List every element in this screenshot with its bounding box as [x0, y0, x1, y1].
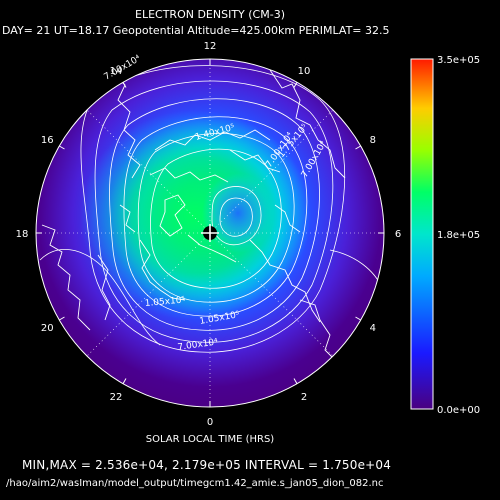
- local-time-tick-4: [355, 316, 361, 321]
- local-time-label-22: 22: [110, 392, 123, 403]
- pole-marker: [201, 224, 219, 242]
- local-time-tick-22: [122, 378, 127, 384]
- colorbar: [410, 58, 434, 410]
- colorbar-tick-label: 3.5e+05: [437, 55, 480, 66]
- chart-title: ELECTRON DENSITY (CM-3): [135, 8, 285, 21]
- local-time-tick-2: [293, 378, 298, 384]
- local-time-label-10: 10: [298, 66, 311, 77]
- local-time-label-8: 8: [370, 135, 376, 146]
- local-time-label-0: 0: [207, 417, 213, 428]
- high-density-region: [80, 110, 310, 320]
- local-time-label-4: 4: [370, 323, 376, 334]
- colorbar-tick-label: 1.8e+05: [437, 230, 480, 241]
- colorbar-tick-label: 0.0e+00: [437, 405, 480, 416]
- colorbar-labels: 3.5e+05 1.8e+05 0.0e+00: [437, 55, 480, 416]
- local-time-label-14: 14: [110, 66, 123, 77]
- local-time-tick-20: [59, 316, 65, 321]
- meridian-lines: [36, 59, 384, 407]
- local-time-label-20: 20: [41, 323, 54, 334]
- min-max-interval-text: MIN,MAX = 2.536e+04, 2.179e+05 INTERVAL …: [22, 458, 392, 472]
- file-path: /hao/aim2/wasIman/model_output/timegcm1.…: [6, 478, 384, 489]
- density-trough: [202, 173, 274, 253]
- local-time-label-18: 18: [16, 229, 29, 240]
- x-axis-label: SOLAR LOCAL TIME (HRS): [145, 434, 275, 445]
- local-time-tick-16: [59, 145, 65, 150]
- local-time-tick-10: [293, 82, 298, 88]
- local-time-label-2: 2: [301, 392, 307, 403]
- chart-subtitle: DAY= 21 UT=18.17 Geopotential Altitude=4…: [2, 24, 390, 37]
- local-time-label-12: 12: [204, 41, 217, 52]
- local-time-label-6: 6: [395, 229, 401, 240]
- local-time-ticks: [36, 59, 384, 407]
- local-time-tick-14: [122, 82, 127, 88]
- local-time-tick-8: [355, 145, 361, 150]
- contour-label: 1.05x10⁵: [144, 295, 186, 309]
- contour-lines: [39, 65, 384, 353]
- local-time-label-16: 16: [41, 135, 54, 146]
